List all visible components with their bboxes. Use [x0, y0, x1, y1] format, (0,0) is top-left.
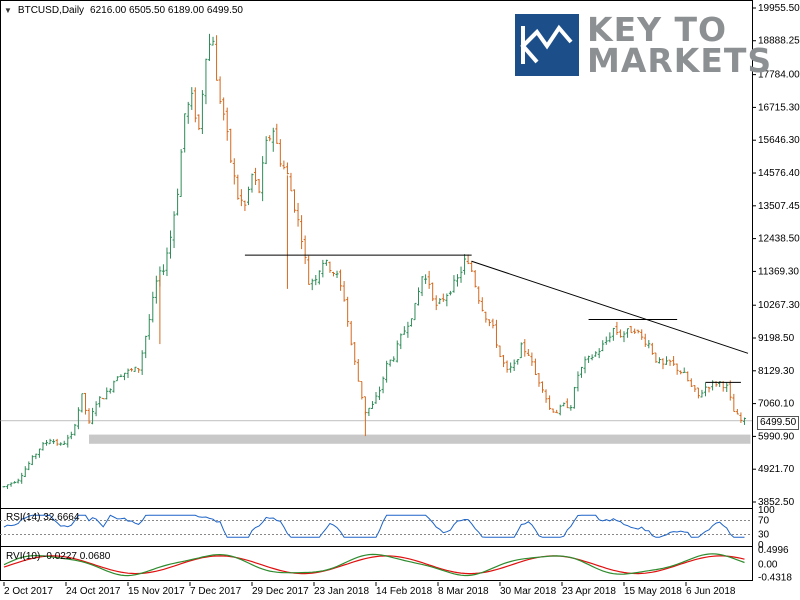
rsi-axis-label: 100	[758, 505, 775, 516]
time-tick-label: 23 Jan 2018	[314, 586, 369, 597]
support-zone	[89, 434, 751, 444]
trendline-1	[471, 260, 749, 354]
time-axis: 2 Oct 2017 24 Oct 2017 15 Nov 2017 7 Dec 20…	[3, 582, 736, 597]
rsi-label: RSI(14) 32.6664	[6, 512, 80, 523]
rvi-panel: 0.4996 0.00-0.4318	[3, 545, 792, 583]
time-tick-label: 15 Nov 2017	[128, 586, 185, 597]
price-tick-label: 17784.00	[758, 70, 800, 81]
logo-mark-icon	[515, 14, 579, 76]
price-tick-label: 3852.50	[758, 497, 795, 508]
logo-text-line2: MARKETS	[587, 41, 773, 80]
rvi-frame	[0, 546, 753, 581]
price-tick-label: 16715.30	[758, 102, 800, 113]
rsi-axis-label: 0	[758, 540, 764, 551]
price-tick-label: 13507.45	[758, 201, 800, 212]
current-price-tag: 6499.50	[757, 416, 800, 430]
time-tick-label: 29 Dec 2017	[252, 586, 309, 597]
price-tick-label: 15646.30	[758, 135, 800, 146]
rvi-axis-label: -0.4318	[758, 572, 792, 583]
time-tick-label: 15 May 2018	[624, 586, 682, 597]
price-tick-label: 4921.70	[758, 464, 795, 475]
price-tick-label: 9198.50	[758, 333, 795, 344]
rsi-line	[3, 514, 745, 538]
ohlc-values: 6216.00 6505.50 6189.00 6499.50	[90, 5, 243, 16]
time-tick-label: 7 Dec 2017	[190, 586, 242, 597]
rsi-frame	[0, 508, 753, 547]
price-axis: 19955.50 18888.25 17784.00 16715.30 15646.30…	[752, 3, 800, 508]
support-zone-layer	[0, 420, 752, 444]
price-tick-label: 12438.50	[758, 234, 800, 245]
logo-text-line1: KEY TO	[587, 10, 728, 49]
rvi-main-line	[3, 553, 745, 577]
chart-header: ▼ BTCUSD,Daily 6216.00 6505.50 6189.00 6…	[4, 5, 243, 16]
price-tick-label: 14576.40	[758, 168, 800, 179]
time-tick-label: 6 Jun 2018	[686, 586, 736, 597]
trendlines-layer[interactable]	[244, 254, 749, 383]
candles-layer	[2, 33, 746, 490]
price-tick-label: 11369.30	[758, 266, 799, 277]
rsi-axis-label: 30	[758, 530, 770, 541]
dropdown-triangle-icon[interactable]: ▼	[4, 6, 12, 15]
time-tick-label: 2 Oct 2017	[4, 586, 53, 597]
time-tick-label: 23 Apr 2018	[562, 586, 616, 597]
time-tick-label: 30 Mar 2018	[500, 586, 557, 597]
price-tick-label: 8129.30	[758, 366, 795, 377]
time-tick-label: 24 Oct 2017	[66, 586, 121, 597]
time-tick-label: 14 Feb 2018	[376, 586, 433, 597]
price-tick-label: 10267.30	[758, 300, 800, 311]
rvi-axis-label: 0.00	[758, 560, 778, 571]
axes	[0, 0, 753, 581]
price-tick-label: 18888.25	[758, 36, 800, 47]
rvi-signal-line	[3, 555, 745, 575]
price-tick-label: 5990.90	[758, 431, 795, 442]
rvi-axis-label: 0.4996	[758, 545, 789, 556]
rvi-label: RVI(10) -0.0227 0.0680	[6, 551, 111, 562]
rsi-axis-label: 70	[758, 516, 770, 527]
brand-logo: KEY TO MARKETS	[515, 10, 773, 80]
time-tick-label: 8 Mar 2018	[438, 586, 489, 597]
symbol-label: BTCUSD,Daily	[17, 5, 85, 16]
price-tick-label: 19955.50	[758, 3, 800, 14]
price-tick-label: 7060.10	[758, 399, 795, 410]
